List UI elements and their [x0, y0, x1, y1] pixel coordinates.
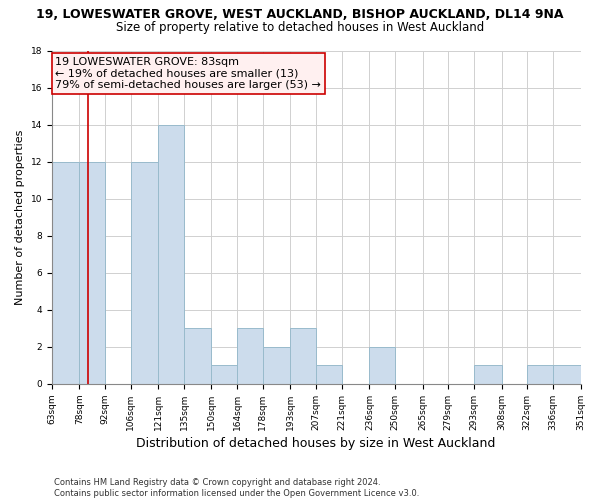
- Bar: [316, 366, 342, 384]
- Y-axis label: Number of detached properties: Number of detached properties: [15, 130, 25, 305]
- Bar: [370, 347, 395, 384]
- Text: Contains HM Land Registry data © Crown copyright and database right 2024.
Contai: Contains HM Land Registry data © Crown c…: [54, 478, 419, 498]
- X-axis label: Distribution of detached houses by size in West Auckland: Distribution of detached houses by size …: [136, 437, 496, 450]
- Text: 19, LOWESWATER GROVE, WEST AUCKLAND, BISHOP AUCKLAND, DL14 9NA: 19, LOWESWATER GROVE, WEST AUCKLAND, BIS…: [36, 8, 564, 20]
- Bar: [527, 366, 553, 384]
- Text: 19 LOWESWATER GROVE: 83sqm
← 19% of detached houses are smaller (13)
79% of semi: 19 LOWESWATER GROVE: 83sqm ← 19% of deta…: [55, 56, 322, 90]
- Bar: [131, 162, 158, 384]
- Bar: [237, 328, 263, 384]
- Bar: [474, 366, 502, 384]
- Bar: [290, 328, 316, 384]
- Text: Size of property relative to detached houses in West Auckland: Size of property relative to detached ho…: [116, 21, 484, 34]
- Bar: [211, 366, 237, 384]
- Bar: [79, 162, 105, 384]
- Bar: [52, 162, 79, 384]
- Bar: [158, 125, 184, 384]
- Bar: [553, 366, 581, 384]
- Bar: [184, 328, 211, 384]
- Bar: [263, 347, 290, 384]
- Bar: [581, 366, 600, 384]
